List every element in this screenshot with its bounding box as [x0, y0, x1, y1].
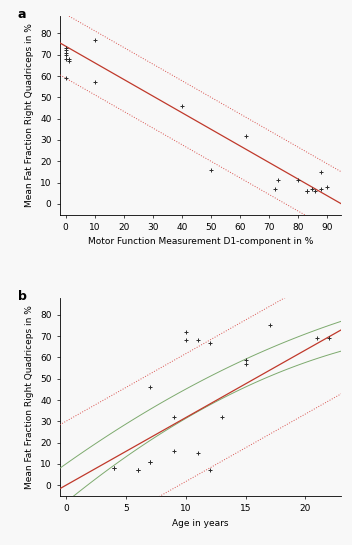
- Point: [195, 449, 200, 458]
- Point: [92, 78, 98, 87]
- Point: [267, 321, 272, 330]
- Point: [195, 336, 200, 345]
- Point: [183, 328, 188, 336]
- Point: [66, 57, 71, 65]
- Point: [66, 54, 71, 63]
- Point: [92, 35, 98, 44]
- Point: [304, 187, 309, 196]
- Point: [243, 131, 249, 140]
- Point: [147, 383, 152, 392]
- Point: [135, 466, 140, 475]
- Point: [324, 183, 330, 191]
- Point: [318, 185, 324, 193]
- Point: [63, 74, 68, 82]
- Point: [63, 48, 68, 57]
- Point: [219, 413, 225, 421]
- Point: [327, 334, 332, 343]
- Point: [63, 46, 68, 55]
- Point: [315, 334, 320, 343]
- Point: [313, 187, 318, 196]
- Point: [179, 101, 184, 110]
- Point: [135, 466, 140, 475]
- Point: [275, 176, 281, 185]
- Text: a: a: [18, 8, 26, 21]
- Point: [207, 338, 213, 347]
- Point: [243, 360, 249, 368]
- Point: [63, 44, 68, 53]
- Point: [208, 166, 214, 174]
- Point: [183, 336, 188, 345]
- X-axis label: Age in years: Age in years: [172, 519, 229, 528]
- Point: [304, 187, 309, 196]
- Point: [147, 457, 152, 466]
- Text: b: b: [18, 290, 26, 303]
- Point: [310, 185, 315, 193]
- Point: [171, 413, 176, 421]
- Point: [207, 466, 213, 475]
- Point: [318, 167, 324, 176]
- X-axis label: Motor Function Measurement D1-component in %: Motor Function Measurement D1-component …: [88, 238, 313, 246]
- Y-axis label: Mean Fat Fraction Right Quadriceps in %: Mean Fat Fraction Right Quadriceps in %: [25, 305, 34, 489]
- Point: [111, 464, 117, 473]
- Point: [63, 54, 68, 63]
- Point: [171, 447, 176, 456]
- Y-axis label: Mean Fat Fraction Right Quadriceps in %: Mean Fat Fraction Right Quadriceps in %: [25, 23, 34, 208]
- Point: [272, 185, 277, 193]
- Point: [295, 176, 301, 185]
- Point: [147, 457, 152, 466]
- Point: [63, 50, 68, 59]
- Point: [243, 355, 249, 364]
- Point: [111, 464, 117, 473]
